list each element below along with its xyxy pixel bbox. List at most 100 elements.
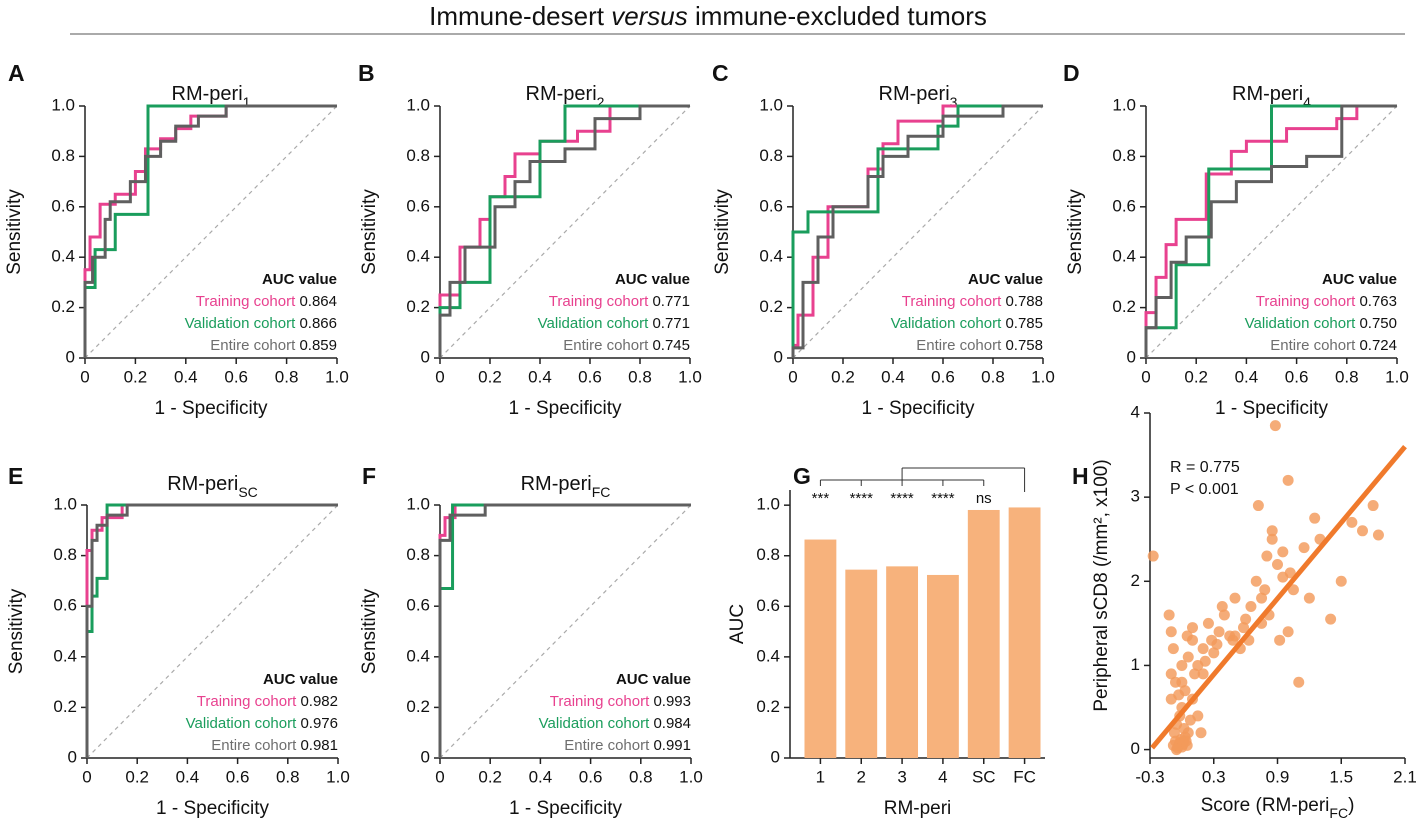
x-tick-label: 0.4 (528, 367, 552, 386)
x-tick-label: 0.6 (931, 367, 955, 386)
x-label-text: 1 - Specificity (1215, 398, 1328, 419)
bar (886, 566, 919, 758)
title-part: immune-excluded tumors (688, 1, 987, 31)
legend-title: AUC value (262, 271, 337, 288)
legend-entry: Training cohort 0.763 (1256, 293, 1397, 310)
x-axis-label: Score (RM-periFC) (1201, 795, 1355, 821)
title-subscript: 2 (597, 94, 605, 110)
y-tick-label: 0.4 (1112, 247, 1136, 266)
legend-title: AUC value (968, 271, 1043, 288)
x-tick-label: 0.8 (1335, 367, 1359, 386)
point (1213, 626, 1225, 638)
point (1240, 613, 1252, 625)
point (1197, 668, 1209, 680)
legend-entry: Entire cohort 0.991 (564, 737, 691, 754)
x-label-text: 1 - Specificity (509, 398, 622, 419)
chart-title: RM-peri1 (172, 83, 251, 109)
point (1208, 647, 1220, 659)
legend-name: Entire cohort (1270, 337, 1356, 354)
legend-auc: 0.758 (1005, 337, 1043, 354)
point (1266, 525, 1278, 537)
legend-title: AUC value (1322, 271, 1397, 288)
bar (926, 574, 959, 758)
y-tick-label: 0.8 (53, 545, 77, 564)
panel-letter: D (1063, 60, 1080, 86)
legend-name: Training cohort (902, 293, 1002, 310)
y-tick-label: 1.0 (406, 494, 430, 513)
y-tick-label: 1.0 (406, 95, 430, 114)
y-tick-label: 0 (1127, 347, 1136, 366)
legend-name: Training cohort (550, 693, 650, 710)
x-tick-label: 1.0 (679, 767, 703, 786)
point (1182, 727, 1194, 739)
x-label-text: 1 - Specificity (862, 398, 975, 419)
title-subscript: FC (592, 484, 611, 500)
point (1181, 630, 1193, 642)
point (1282, 626, 1294, 638)
legend-name: Entire cohort (211, 737, 297, 754)
y-axis-label: Sensitivity (1065, 189, 1086, 275)
y-axis-label: Sensitivity (359, 189, 380, 275)
x-tick-label: 0.2 (1184, 367, 1208, 386)
fit-line (1150, 445, 1407, 750)
y-tick-label: 0.2 (759, 297, 783, 316)
panel: F RM-periFC 0 0.2 0.4 0.6 0.8 1.0 0 0.2 0.4 0.6 0.8 1… (359, 463, 703, 819)
legend-auc: 0.724 (1359, 337, 1397, 354)
point (1252, 500, 1264, 512)
y-tick-label: 0.4 (406, 646, 430, 665)
title-text: RM-peri (879, 83, 950, 105)
x-tick-label: FC (1013, 767, 1036, 786)
x-tick-label: 0 (435, 767, 444, 786)
point (1181, 739, 1193, 751)
point (1182, 651, 1194, 663)
y-tick-label: 4 (1131, 402, 1140, 421)
x-tick-label: 4 (938, 767, 947, 786)
legend-entry: Training cohort 0.788 (902, 293, 1043, 310)
legend-auc: 0.788 (1005, 293, 1043, 310)
x-tick-label: 0.4 (1235, 367, 1259, 386)
legend-entry: Training cohort 0.864 (196, 293, 337, 310)
title-part: versus (611, 1, 688, 31)
roc-curve (1144, 104, 1397, 358)
x-label-text: 1 - Specificity (156, 798, 269, 819)
x-axis-label: RM-peri (884, 798, 952, 819)
legend-name: Training cohort (549, 293, 649, 310)
legend-title: AUC value (615, 271, 690, 288)
y-tick-label: 0.8 (406, 146, 430, 165)
legend-entry: Training cohort 0.982 (197, 693, 338, 710)
x-tick-label: SC (972, 767, 996, 786)
x-tick-label: 0.6 (1285, 367, 1309, 386)
x-tick-label: 0 (788, 367, 797, 386)
point (1167, 643, 1179, 655)
point (1266, 533, 1278, 545)
point (1325, 613, 1337, 625)
legend-title: AUC value (263, 671, 338, 688)
roc-curve (85, 503, 338, 758)
figure-title: Immune-desert versus immune-excluded tum… (429, 1, 987, 31)
x-tick-label: 0.2 (478, 367, 502, 386)
panel-letter: H (1072, 463, 1089, 489)
x-tick-label: 0.4 (881, 367, 905, 386)
significance-label: ns (976, 490, 992, 507)
point (1147, 550, 1159, 562)
legend-entry: Validation cohort 0.976 (186, 715, 338, 732)
bar (967, 509, 1000, 758)
legend-name: Validation cohort (538, 315, 649, 332)
y-tick-label: 0.2 (756, 697, 780, 716)
legend-auc: 0.745 (652, 337, 690, 354)
x-tick-label: 1 (816, 767, 825, 786)
point (1238, 622, 1249, 634)
legend-auc: 0.991 (653, 737, 691, 754)
legend-entry: Validation cohort 0.785 (891, 315, 1043, 332)
point (1189, 668, 1201, 680)
point (1261, 550, 1273, 562)
panel-letter: A (8, 60, 25, 86)
y-tick-label: 3 (1131, 487, 1140, 506)
legend-auc: 0.984 (653, 715, 691, 732)
legend-auc: 0.866 (299, 315, 337, 332)
legend-auc: 0.750 (1359, 315, 1397, 332)
point (1179, 685, 1191, 697)
legend-name: Validation cohort (185, 315, 296, 332)
x-tick-label: 1.5 (1329, 767, 1353, 786)
x-tick-label: 0.6 (224, 367, 248, 386)
